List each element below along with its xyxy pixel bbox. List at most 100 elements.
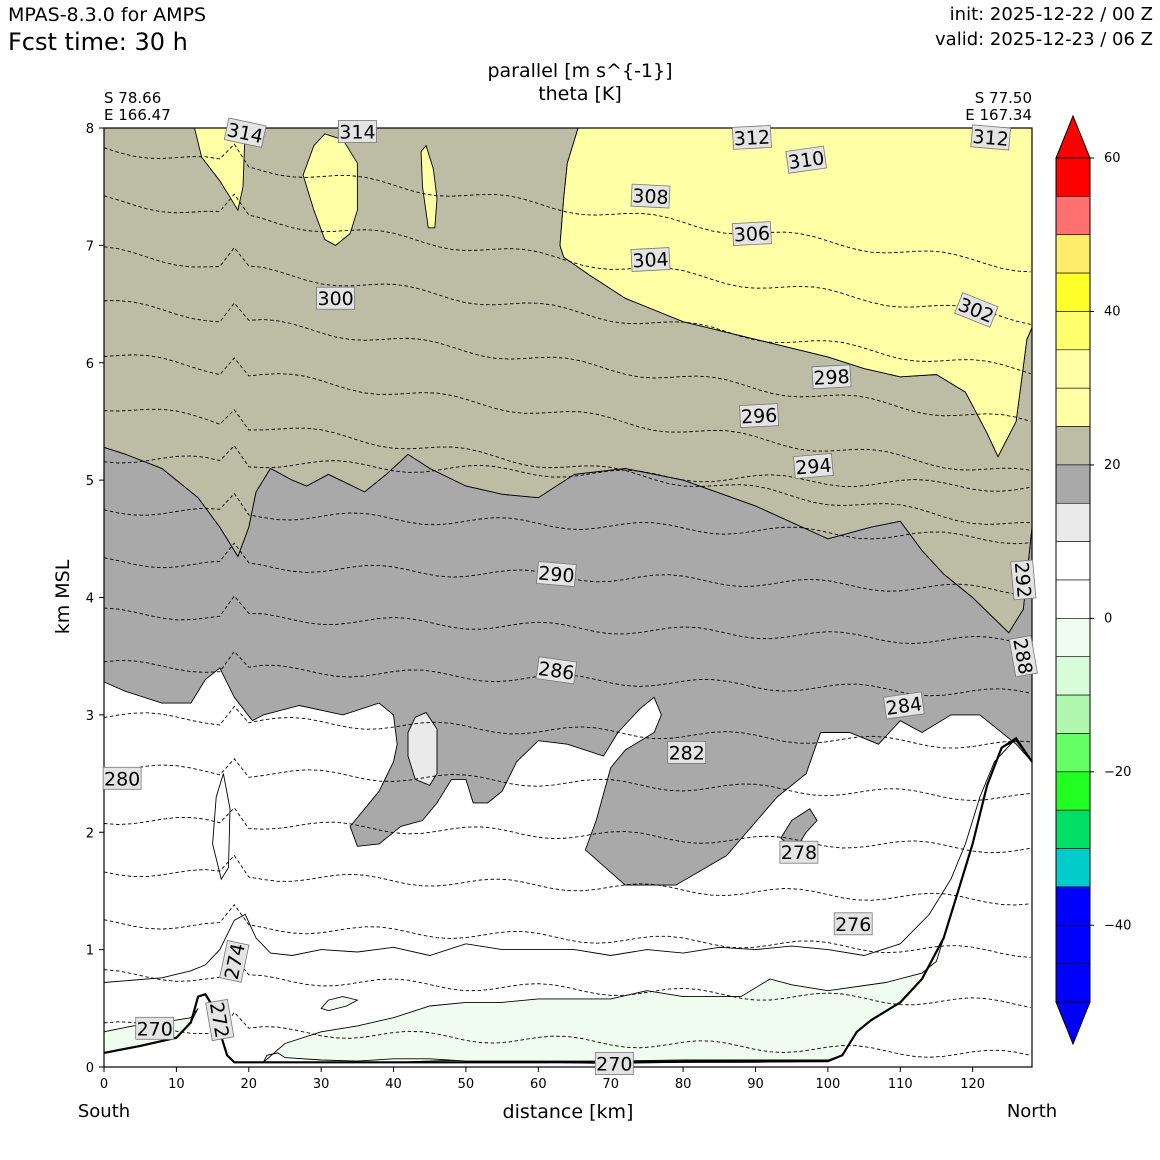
theta-isentrope xyxy=(103,956,1031,1008)
theta-label-box xyxy=(223,117,267,148)
x-tick-label: 120 xyxy=(960,1077,985,1092)
theta-label-box xyxy=(135,1016,175,1040)
wind-fill-25-35-cell-b xyxy=(302,133,358,246)
x-tick-label: 50 xyxy=(458,1077,475,1092)
theta-isentrope xyxy=(103,246,1031,375)
colorbar-segment xyxy=(1055,618,1091,658)
colorbar-tick-label: 60 xyxy=(1104,151,1121,166)
theta-label-box xyxy=(219,940,250,983)
theta-isentrope xyxy=(103,408,1031,525)
axes-layer: 0 10 20 30 40 50 60 70 80 90 100 110 120 0 1 2 3 4 5 6 7 8 xyxy=(86,122,985,1092)
colorbar-segment xyxy=(1055,694,1091,734)
y-tick-label: 5 xyxy=(86,474,94,489)
x-tick-label: 80 xyxy=(675,1077,692,1092)
theta-label: 270 xyxy=(594,1052,634,1076)
colorbar-segment xyxy=(1055,234,1091,274)
colorbar-over-arrow xyxy=(1055,114,1091,159)
y-tick-label: 4 xyxy=(86,592,94,607)
colorbar-tick-label: 40 xyxy=(1104,304,1121,319)
colorbar-segment xyxy=(1055,464,1091,504)
theta-label: 280 xyxy=(102,766,142,790)
colorbar-segment xyxy=(1055,579,1091,619)
x-tick-label: 20 xyxy=(241,1077,258,1092)
theta-label-box xyxy=(739,403,780,428)
wind-fill-neg5-0-blob xyxy=(320,996,359,1012)
theta-label: 300 xyxy=(316,286,356,310)
colorbar-segment xyxy=(1055,541,1091,581)
theta-label-text: 300 xyxy=(317,288,353,310)
theta-label-box xyxy=(102,766,142,790)
y-tick-label: 0 xyxy=(86,1061,94,1076)
theta-label-box xyxy=(954,292,999,328)
theta-label-box xyxy=(1010,559,1037,601)
theta-isentrope xyxy=(103,758,1031,801)
south-label: South xyxy=(77,1101,131,1122)
colorbar-segment xyxy=(1055,656,1091,696)
colorbar-segment xyxy=(1055,733,1091,773)
theta-label-box xyxy=(793,452,834,480)
right-endpoint-lon: E 167.34 xyxy=(965,106,1032,124)
theta-isentrope xyxy=(103,807,1031,854)
theta-label: 312 xyxy=(970,124,1012,151)
theta-label: 314 xyxy=(337,120,377,144)
theta-label: 286 xyxy=(535,656,578,685)
theta-label-text: 270 xyxy=(137,1018,173,1040)
x-tick-label: 40 xyxy=(385,1077,402,1092)
wind-fill-25-35-cell-c xyxy=(420,144,438,229)
theta-label-box xyxy=(337,120,377,143)
theta-label-text: 310 xyxy=(787,147,826,174)
theta-label-text: 286 xyxy=(537,658,576,685)
wind-fill-10-15-hole-a xyxy=(407,711,438,786)
x-tick-label: 30 xyxy=(313,1077,330,1092)
colorbar-frame xyxy=(1055,157,1091,1003)
valid-time: valid: 2025-12-23 / 06 Z xyxy=(935,29,1153,50)
theta-label: 290 xyxy=(536,560,577,588)
colorbar-segment xyxy=(1055,387,1091,427)
chart-title-line2: theta [K] xyxy=(538,83,622,105)
theta-label-text: 296 xyxy=(740,405,777,429)
theta-label: 312 xyxy=(731,125,772,150)
chart-title-line1: parallel [m s^{-1}] xyxy=(487,60,673,82)
colorbar-tick-label: 20 xyxy=(1104,458,1121,473)
init-time: init: 2025-12-22 / 00 Z xyxy=(949,4,1153,25)
theta-label-box xyxy=(630,183,671,209)
theta-label-box xyxy=(785,145,827,174)
theta-label-box xyxy=(535,656,578,685)
theta-isentrope xyxy=(103,193,1031,325)
theta-label: 298 xyxy=(811,364,852,390)
theta-label: 274 xyxy=(219,940,250,983)
theta-label: 270 xyxy=(135,1016,175,1040)
theta-label: 278 xyxy=(779,840,819,864)
theta-isentrope xyxy=(103,300,1031,422)
theta-label: 294 xyxy=(793,452,834,480)
theta-label-text: 294 xyxy=(794,454,832,479)
model-name: MPAS-8.3.0 for AMPS xyxy=(8,4,207,26)
theta-label-text: 270 xyxy=(596,1054,632,1076)
theta-label-text: 276 xyxy=(835,914,871,936)
theta-label-box xyxy=(594,1052,634,1075)
theta-label-text: 282 xyxy=(669,742,705,764)
colorbar-segment xyxy=(1055,886,1091,926)
theta-label: 306 xyxy=(731,221,772,247)
theta-isentrope xyxy=(103,143,1031,273)
theta-label-box xyxy=(630,247,671,272)
theta-label-text: 304 xyxy=(632,249,669,273)
colorbar-segment xyxy=(1055,272,1091,312)
colorbar-segment xyxy=(1055,196,1091,236)
y-tick-label: 7 xyxy=(86,239,94,254)
y-tick-label: 1 xyxy=(86,944,94,959)
y-tick-label: 8 xyxy=(86,122,94,137)
theta-label-box xyxy=(779,840,819,864)
theta-isentrope xyxy=(103,854,1031,906)
forecast-time: Fcst time: 30 h xyxy=(8,28,188,56)
colorbar-segment xyxy=(1055,426,1091,466)
theta-label-text: 314 xyxy=(339,122,375,144)
theta-label-box xyxy=(205,998,235,1042)
colorbar-segment xyxy=(1055,924,1091,964)
colorbar-segment xyxy=(1055,311,1091,351)
theta-label: 276 xyxy=(833,912,873,936)
colorbar-segment xyxy=(1055,963,1091,1003)
wind-fill-layer xyxy=(103,127,1033,1064)
theta-label-box xyxy=(731,125,772,150)
